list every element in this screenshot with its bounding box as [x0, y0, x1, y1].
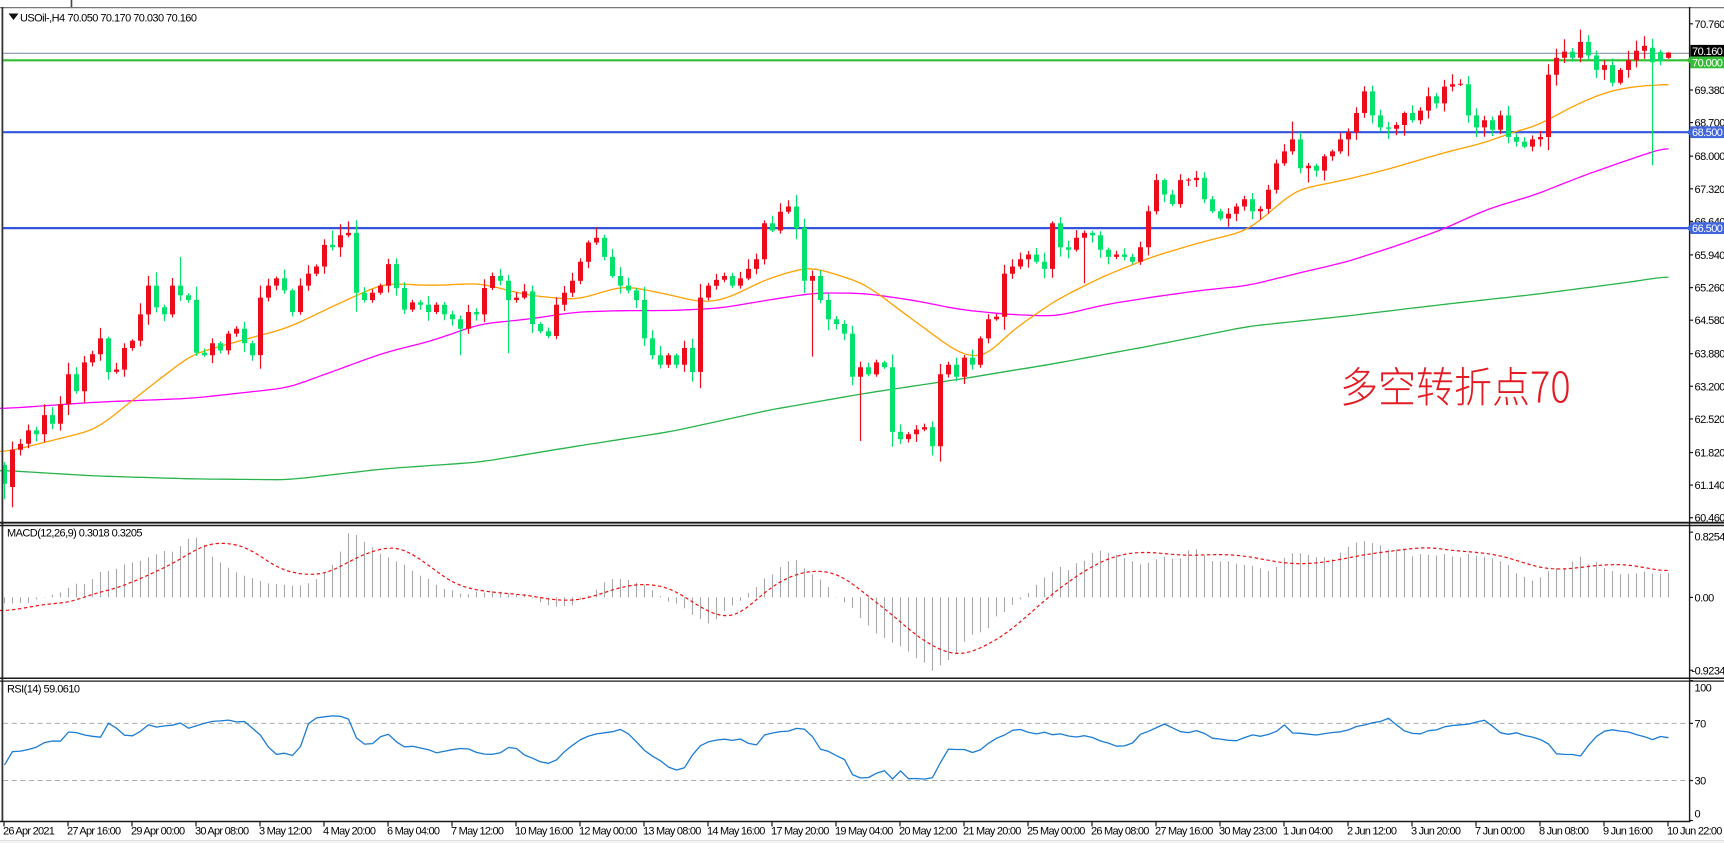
- svg-text:26 May 08:00: 26 May 08:00: [1091, 826, 1149, 838]
- svg-text:RSI(14) 59.0610: RSI(14) 59.0610: [7, 684, 80, 696]
- svg-text:30 May 23:00: 30 May 23:00: [1219, 826, 1277, 838]
- svg-text:65.260: 65.260: [1695, 283, 1724, 295]
- svg-text:7 Jun 00:00: 7 Jun 00:00: [1475, 826, 1525, 838]
- svg-text:66.500: 66.500: [1692, 223, 1723, 235]
- svg-text:MACD(12,26,9) 0.3018 0.3205: MACD(12,26,9) 0.3018 0.3205: [7, 528, 142, 540]
- svg-text:29 Apr 00:00: 29 Apr 00:00: [131, 826, 185, 838]
- svg-text:14 May 16:00: 14 May 16:00: [707, 826, 765, 838]
- svg-text:0.8254: 0.8254: [1695, 532, 1724, 544]
- svg-text:10 May 16:00: 10 May 16:00: [515, 826, 573, 838]
- svg-text:70.000: 70.000: [1692, 58, 1723, 70]
- svg-text:70.760: 70.760: [1695, 19, 1724, 31]
- svg-text:30 Apr 08:00: 30 Apr 08:00: [195, 826, 249, 838]
- svg-text:3 Jun 20:00: 3 Jun 20:00: [1411, 826, 1461, 838]
- svg-text:62.520: 62.520: [1695, 414, 1724, 426]
- svg-text:70: 70: [1695, 718, 1707, 730]
- svg-text:10 Jun 22:00: 10 Jun 22:00: [1667, 826, 1722, 838]
- svg-text:20 May 12:00: 20 May 12:00: [899, 826, 957, 838]
- svg-text:70.160: 70.160: [1692, 46, 1723, 58]
- svg-text:68.000: 68.000: [1695, 151, 1724, 163]
- svg-text:27 Apr 16:00: 27 Apr 16:00: [67, 826, 121, 838]
- svg-text:25 May 00:00: 25 May 00:00: [1027, 826, 1085, 838]
- svg-text:68.500: 68.500: [1692, 127, 1723, 139]
- svg-text:-0.9234: -0.9234: [1692, 666, 1724, 678]
- svg-text:0.00: 0.00: [1695, 592, 1715, 604]
- svg-text:8 Jun 08:00: 8 Jun 08:00: [1539, 826, 1589, 838]
- svg-text:100: 100: [1695, 683, 1712, 695]
- svg-text:17 May 20:00: 17 May 20:00: [771, 826, 829, 838]
- svg-text:26 Apr 2021: 26 Apr 2021: [3, 826, 55, 838]
- svg-text:19 May 04:00: 19 May 04:00: [835, 826, 893, 838]
- svg-text:4 May 20:00: 4 May 20:00: [323, 826, 376, 838]
- svg-text:70.050 70.170 70.030 70.160: 70.050 70.170 70.030 70.160: [68, 13, 197, 25]
- svg-text:21 May 20:00: 21 May 20:00: [963, 826, 1021, 838]
- svg-text:9 Jun 16:00: 9 Jun 16:00: [1603, 826, 1653, 838]
- svg-text:63.880: 63.880: [1695, 349, 1724, 361]
- svg-text:6 May 04:00: 6 May 04:00: [387, 826, 440, 838]
- svg-text:2 Jun 12:00: 2 Jun 12:00: [1347, 826, 1397, 838]
- svg-text:63.200: 63.200: [1695, 381, 1724, 393]
- svg-text:61.820: 61.820: [1695, 448, 1724, 460]
- svg-text:12 May 00:00: 12 May 00:00: [579, 826, 637, 838]
- svg-text:13 May 08:00: 13 May 08:00: [643, 826, 701, 838]
- svg-text:1 Jun 04:00: 1 Jun 04:00: [1283, 826, 1333, 838]
- svg-text:3 May 12:00: 3 May 12:00: [259, 826, 312, 838]
- svg-text:69.380: 69.380: [1695, 85, 1724, 97]
- svg-text:65.940: 65.940: [1695, 250, 1724, 262]
- svg-text:USOil-,H4: USOil-,H4: [20, 13, 65, 25]
- svg-text:64.580: 64.580: [1695, 315, 1724, 327]
- svg-text:60.460: 60.460: [1695, 513, 1724, 525]
- svg-text:27 May 16:00: 27 May 16:00: [1155, 826, 1213, 838]
- svg-text:30: 30: [1695, 776, 1707, 788]
- svg-text:0: 0: [1695, 809, 1701, 821]
- svg-text:61.140: 61.140: [1695, 480, 1724, 492]
- svg-text:67.320: 67.320: [1695, 184, 1724, 196]
- svg-text:7 May 12:00: 7 May 12:00: [451, 826, 504, 838]
